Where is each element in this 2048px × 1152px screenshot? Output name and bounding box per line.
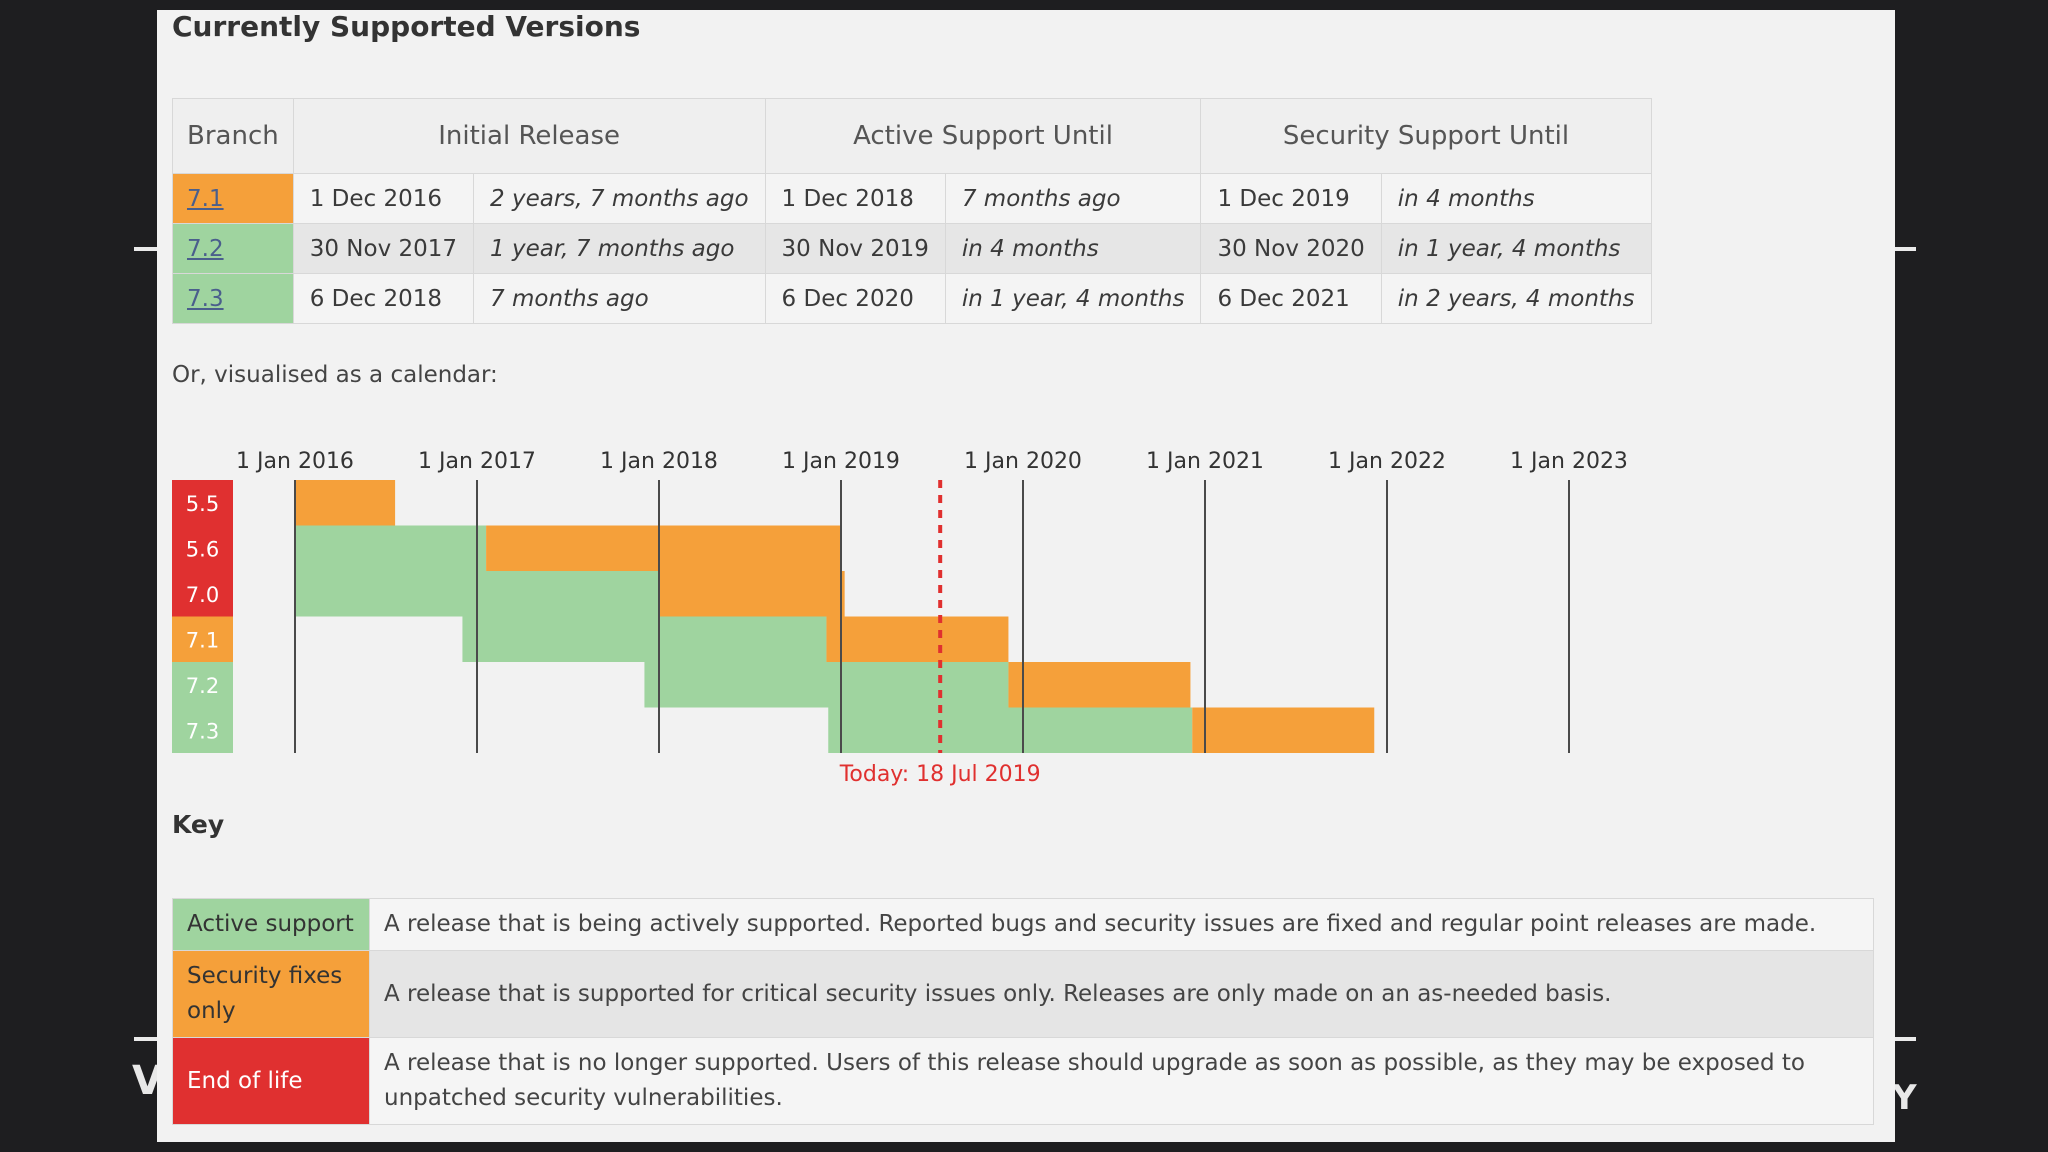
initial-relative: 2 years, 7 months ago: [473, 173, 766, 224]
branch-cell: 7.3: [172, 273, 294, 324]
key-row: Active support A release that is being a…: [172, 898, 1874, 951]
active-support-bar: [295, 525, 487, 571]
security-relative: in 2 years, 4 months: [1380, 273, 1652, 324]
table-row: 7.1 1 Dec 2016 2 years, 7 months ago 1 D…: [172, 173, 1652, 224]
active-support-bar: [828, 707, 1193, 753]
table-row: 7.2 30 Nov 2017 1 year, 7 months ago 30 …: [172, 223, 1652, 274]
versions-table: Branch Initial Release Active Support Un…: [172, 98, 1652, 324]
initial-date: 1 Dec 2016: [292, 173, 475, 224]
calendar-branch-label: 7.2: [186, 674, 219, 698]
calendar-branch-label: 5.6: [186, 537, 219, 561]
key-description: A release that is no longer supported. U…: [369, 1037, 1874, 1125]
year-label: 1 Jan 2023: [1510, 449, 1628, 474]
active-relative: in 4 months: [944, 223, 1202, 274]
security-support-bar: [1008, 662, 1191, 708]
key-table: Active support A release that is being a…: [172, 898, 1874, 1125]
bg-dash-left-top: [134, 247, 160, 251]
key-row: Security fixes only A release that is su…: [172, 950, 1874, 1038]
calendar-branch-label-bg: [172, 616, 233, 662]
header-active-support: Active Support Until: [764, 98, 1202, 174]
security-relative: in 4 months: [1380, 173, 1652, 224]
active-support-bar: [644, 662, 1009, 708]
calendar-branch-label-bg: [172, 480, 233, 526]
branch-link[interactable]: 7.2: [187, 235, 224, 262]
year-label: 1 Jan 2022: [1328, 449, 1446, 474]
security-relative: in 1 year, 4 months: [1380, 223, 1652, 274]
branch-link[interactable]: 7.1: [187, 185, 224, 212]
content-panel: Currently Supported Versions Branch Init…: [157, 10, 1895, 1142]
year-label: 1 Jan 2021: [1146, 449, 1264, 474]
calendar-branch-label-bg: [172, 571, 233, 617]
today-label: Today: 18 Jul 2019: [839, 762, 1041, 787]
header-security-support: Security Support Until: [1200, 98, 1652, 174]
key-description: A release that is supported for critical…: [369, 950, 1874, 1038]
security-support-bar: [659, 571, 845, 617]
bg-glyph-right: Y: [1892, 1078, 1917, 1118]
key-title: Key: [172, 810, 225, 839]
security-date: 1 Dec 2019: [1200, 173, 1382, 224]
support-calendar: 5.5 5.6 7.0 7.1 7.2 7.3 1 Jan 2016 1 Jan 2017 1 …: [172, 449, 1628, 787]
header-initial-release: Initial Release: [292, 98, 766, 174]
security-support-bar: [826, 616, 1009, 662]
calendar-branch-label: 7.0: [186, 583, 219, 607]
calendar-branch-label-bg: [172, 525, 233, 571]
initial-relative: 1 year, 7 months ago: [473, 223, 766, 274]
initial-date: 30 Nov 2017: [292, 223, 475, 274]
active-date: 1 Dec 2018: [764, 173, 946, 224]
active-support-bar: [462, 616, 827, 662]
active-relative: 7 months ago: [944, 173, 1202, 224]
security-support-bar: [1192, 707, 1375, 753]
table-row: 7.3 6 Dec 2018 7 months ago 6 Dec 2020 i…: [172, 273, 1652, 324]
calendar-intro: Or, visualised as a calendar:: [172, 362, 498, 388]
active-date: 30 Nov 2019: [764, 223, 946, 274]
security-date: 6 Dec 2021: [1200, 273, 1382, 324]
year-label: 1 Jan 2019: [782, 449, 900, 474]
initial-date: 6 Dec 2018: [292, 273, 475, 324]
page-title: Currently Supported Versions: [172, 10, 641, 43]
key-row: End of life A release that is no longer …: [172, 1037, 1874, 1125]
active-date: 6 Dec 2020: [764, 273, 946, 324]
security-support-bar: [486, 525, 841, 571]
key-label-active: Active support: [172, 898, 370, 951]
active-relative: in 1 year, 4 months: [944, 273, 1202, 324]
key-label-security: Security fixes only: [172, 950, 370, 1038]
security-date: 30 Nov 2020: [1200, 223, 1382, 274]
header-branch: Branch: [172, 98, 294, 174]
calendar-branch-label-bg: [172, 707, 233, 753]
key-description: A release that is being actively support…: [369, 898, 1874, 951]
calendar-branch-label-bg: [172, 662, 233, 708]
security-support-bar: [295, 480, 396, 526]
branch-cell: 7.2: [172, 223, 294, 274]
calendar-branch-label: 7.1: [186, 628, 219, 652]
branch-link[interactable]: 7.3: [187, 285, 224, 312]
calendar-branch-label: 7.3: [186, 719, 219, 743]
year-label: 1 Jan 2016: [236, 449, 354, 474]
calendar-branch-label: 5.5: [186, 492, 219, 516]
bg-dash-right-bottom: [1890, 1037, 1916, 1041]
year-label: 1 Jan 2020: [964, 449, 1082, 474]
branch-cell: 7.1: [172, 173, 294, 224]
table-header-row: Branch Initial Release Active Support Un…: [172, 98, 1652, 174]
year-label: 1 Jan 2017: [418, 449, 536, 474]
year-label: 1 Jan 2018: [600, 449, 718, 474]
bg-dash-right-top: [1890, 247, 1916, 251]
bg-dash-left-bottom: [134, 1037, 160, 1041]
initial-relative: 7 months ago: [473, 273, 766, 324]
key-label-eol: End of life: [172, 1037, 370, 1125]
